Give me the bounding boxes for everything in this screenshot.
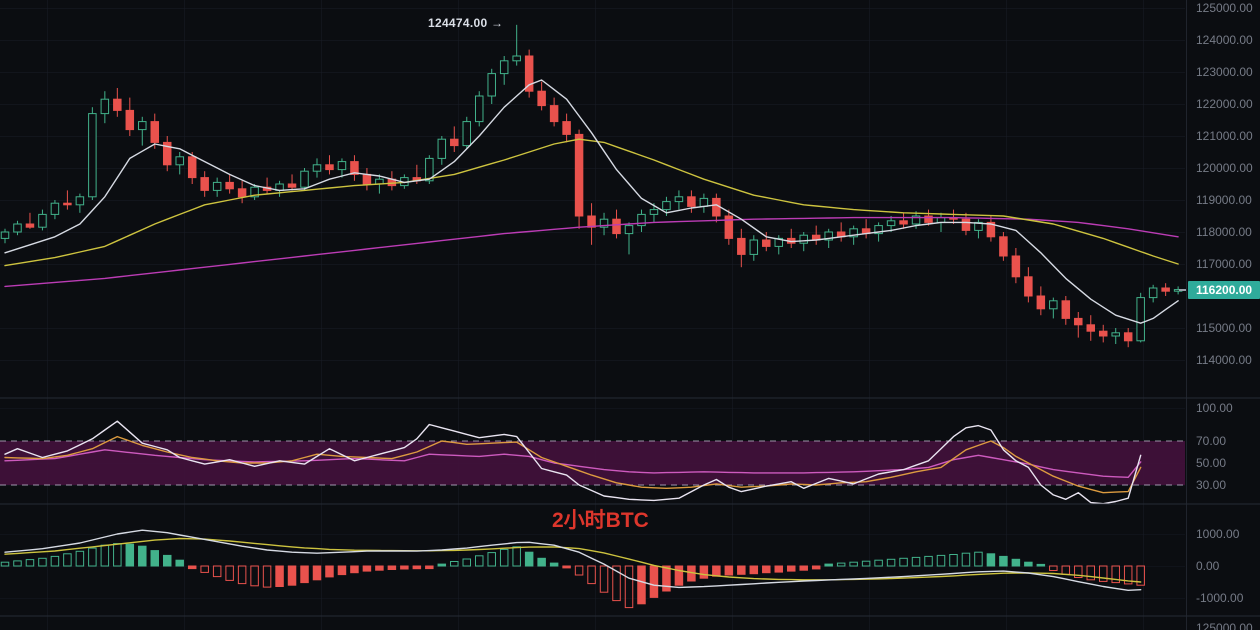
price-axis-label: 125000.00 [1196,1,1253,15]
oscillator-axis-label: 50.00 [1196,456,1227,470]
oscillator-band [0,440,1185,486]
price-axis-label: 114000.00 [1196,353,1252,367]
price-axis-label: 124000.00 [1196,33,1253,47]
price-axis-label: 123000.00 [1196,65,1253,79]
clipped-axis-label: 125000.00 [1196,621,1253,630]
symbol-watermark: 2小时BTC [552,509,649,532]
last-price-tick [1179,289,1186,291]
macd-axis-label: 1000.00 [1196,527,1240,541]
high-price-annotation: 124474.00 → [428,16,504,30]
last-price-badge[interactable]: 116200.00 [1188,281,1260,299]
macd-histogram-layer [0,543,1145,609]
price-axis-label: 117000.00 [1196,257,1252,271]
gridlines-layer [0,0,1185,630]
macd-axis-label: -1000.00 [1196,591,1244,605]
price-axis[interactable]: 125000.00 124000.00 123000.00 122000.00 1210… [1186,0,1260,630]
price-axis-label: 122000.00 [1196,97,1253,111]
candles-layer [0,24,1183,348]
oscillator-lines-layer [4,420,1142,505]
macd-axis-label: 0.00 [1196,559,1220,573]
price-axis-label: 118000.00 [1196,225,1252,239]
moving-averages-layer [4,79,1179,324]
oscillator-axis-label: 70.00 [1196,434,1227,448]
price-axis-label: 121000.00 [1196,129,1253,143]
price-axis-label: 119000.00 [1196,193,1252,207]
oscillator-axis-label: 30.00 [1196,478,1227,492]
macd-lines-layer [4,529,1142,591]
price-axis-label: 115000.00 [1196,321,1252,335]
oscillator-axis-label: 100.00 [1196,401,1233,415]
price-axis-label: 120000.00 [1196,161,1253,175]
